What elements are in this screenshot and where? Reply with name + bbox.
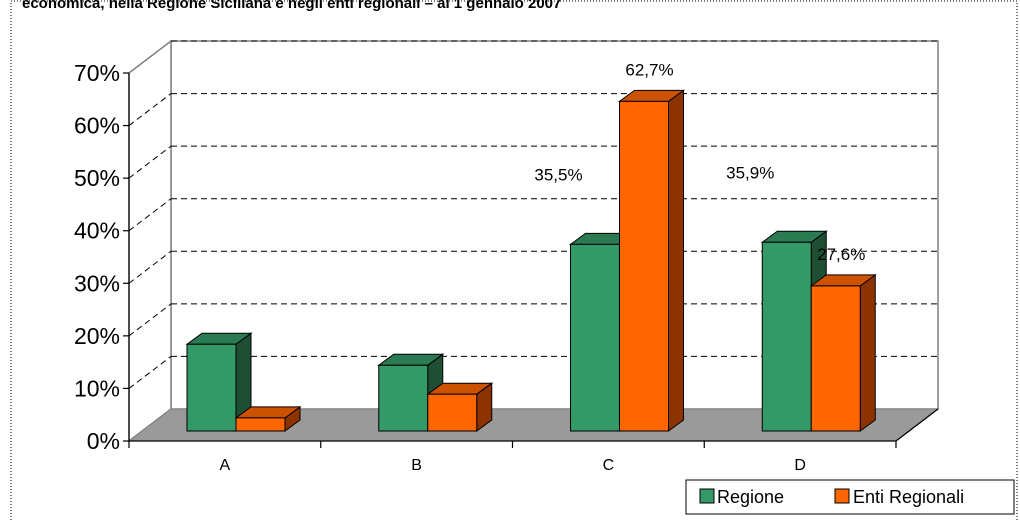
y-tick-label-2: 20% (74, 323, 120, 349)
gridline-side-2 (128, 303, 172, 337)
legend-swatch-regione (699, 488, 715, 504)
gridline-side-3 (128, 250, 172, 284)
x-tick-label-A: A (220, 457, 231, 474)
plot-area (127, 39, 940, 443)
bar-regione-A (185, 332, 253, 432)
x-axis-depth (895, 408, 939, 442)
y-tick-label-6: 60% (74, 113, 120, 139)
legend-box (685, 479, 1015, 515)
y-tick-label-0: 0% (87, 428, 120, 454)
x-tick-label-C: C (603, 457, 615, 474)
bars (185, 89, 877, 432)
bar-enti-regionali-D-side (859, 273, 876, 432)
bar-enti-regionali-A (234, 405, 302, 432)
x-axis-ticks: A B C D (128, 441, 897, 474)
legend-swatch-enti-regionali (834, 488, 850, 504)
bar-regione-D-front (761, 241, 812, 432)
bar-regione-B-front (378, 364, 429, 432)
gridline-side-5 (128, 145, 172, 179)
bar-enti-regionali-D-front (810, 285, 861, 432)
gridline-side-4 (128, 198, 172, 232)
x-tick-label-D: D (794, 457, 806, 474)
data-label-regione-D: 35,9% (726, 163, 774, 182)
bar-enti-regionali-D (809, 273, 877, 432)
bar-enti-regionali-C (617, 89, 686, 432)
legend: Regione Enti Regionali (685, 479, 1015, 515)
legend-label-regione: Regione (717, 487, 784, 507)
data-label-regione-C: 35,5% (534, 165, 582, 184)
side-wall (128, 39, 172, 443)
bar-enti-regionali-C-front (619, 100, 669, 432)
y-tick-label-4: 40% (74, 218, 120, 244)
gridline-side-6 (128, 93, 172, 126)
data-label-enti-regionali-C: 62,7% (625, 60, 673, 79)
gridlines (128, 40, 938, 389)
bar-regione-C-front (570, 243, 620, 432)
y-tick-label-3: 30% (74, 270, 120, 296)
gridline-side-1 (128, 356, 172, 389)
x-tick-label-B: B (411, 457, 422, 474)
y-tick-label-1: 10% (74, 375, 120, 401)
bar-enti-regionali-B-front (427, 393, 478, 432)
bar-enti-regionali-A-front (235, 417, 286, 432)
bar-enti-regionali-C-side (668, 89, 684, 432)
y-tick-label-5: 50% (74, 165, 120, 191)
bar-regione-A-front (186, 343, 237, 432)
y-axis-ticks: 0% 10% 20% 30% 40% 50% 60% 70% (74, 60, 129, 454)
bar-enti-regionali-B (426, 382, 494, 432)
legend-label-enti-regionali: Enti Regionali (853, 487, 964, 507)
data-label-enti-regionali-D: 27,6% (817, 245, 865, 264)
y-tick-label-7: 70% (74, 60, 120, 86)
chart-title: economica, nella Regione Siciliana e neg… (22, 0, 561, 12)
data-labels: 35,5% 62,7% 35,9% 27,6% (534, 60, 865, 264)
